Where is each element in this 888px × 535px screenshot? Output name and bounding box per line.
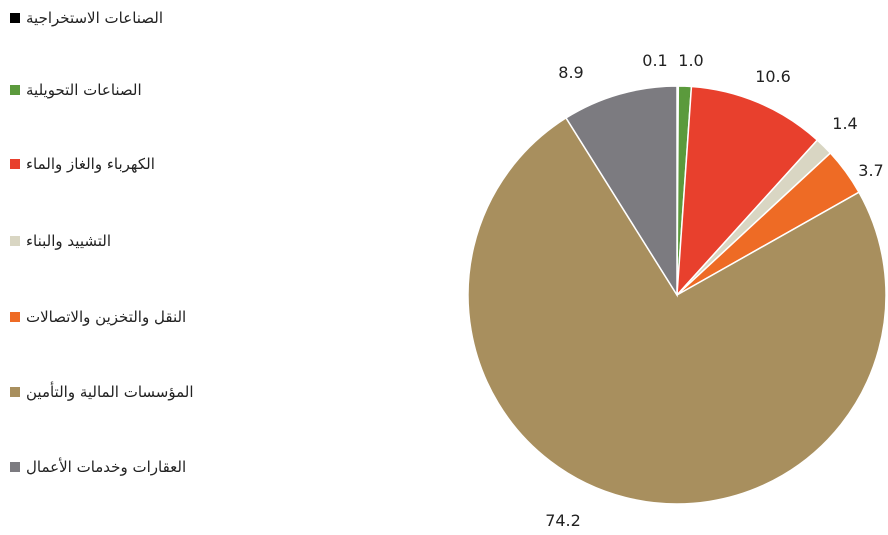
data-label-finance: 74.2 — [545, 511, 581, 530]
legend-label-real-estate: العقارات وخدمات الأعمال — [26, 458, 187, 476]
pie-slice-finance — [467, 116, 887, 505]
legend-item-extractive: الصناعات الاستخراجية — [10, 7, 163, 29]
legend-item-construction: التشييد والبناء — [10, 230, 111, 252]
legend-item-manufacturing: الصناعات التحويلية — [10, 79, 142, 101]
legend-item-finance: المؤسسات المالية والتأمين — [10, 381, 194, 403]
data-label-extractive: 0.1 — [642, 51, 667, 70]
legend-item-real-estate: العقارات وخدمات الأعمال — [10, 456, 186, 478]
legend-item-utilities: الكهرباء والغاز والماء — [10, 153, 155, 175]
legend-label-manufacturing: الصناعات التحويلية — [26, 81, 142, 99]
legend-swatch-utilities — [10, 159, 20, 169]
legend-item-transport: النقل والتخزين والاتصالات — [10, 306, 186, 328]
data-label-real-estate: 8.9 — [558, 63, 583, 82]
legend-swatch-manufacturing — [10, 85, 20, 95]
data-label-utilities: 10.6 — [755, 67, 791, 86]
legend-label-finance: المؤسسات المالية والتأمين — [26, 383, 194, 401]
pie-slice-utilities — [676, 85, 819, 298]
legend-label-construction: التشييد والبناء — [26, 232, 111, 250]
legend-label-utilities: الكهرباء والغاز والماء — [26, 155, 155, 173]
data-label-construction: 1.4 — [832, 114, 857, 133]
pie-data-labels: 0.1 1.0 10.6 1.4 3.7 74.2 8.9 — [545, 51, 884, 530]
legend-swatch-real-estate — [10, 462, 20, 472]
pie-slice-real-estate — [564, 85, 678, 298]
legend-swatch-transport — [10, 312, 20, 322]
legend-swatch-construction — [10, 236, 20, 246]
legend-label-transport: النقل والتخزين والاتصالات — [26, 308, 187, 326]
chart-legend: الصناعات الاستخراجية الصناعات التحويلية … — [10, 0, 250, 535]
legend-label-extractive: الصناعات الاستخراجية — [26, 9, 164, 27]
data-label-manufacturing: 1.0 — [678, 51, 703, 70]
pie-slices — [467, 85, 887, 505]
data-label-transport: 3.7 — [858, 161, 883, 180]
legend-swatch-extractive — [10, 13, 20, 23]
legend-swatch-finance — [10, 387, 20, 397]
